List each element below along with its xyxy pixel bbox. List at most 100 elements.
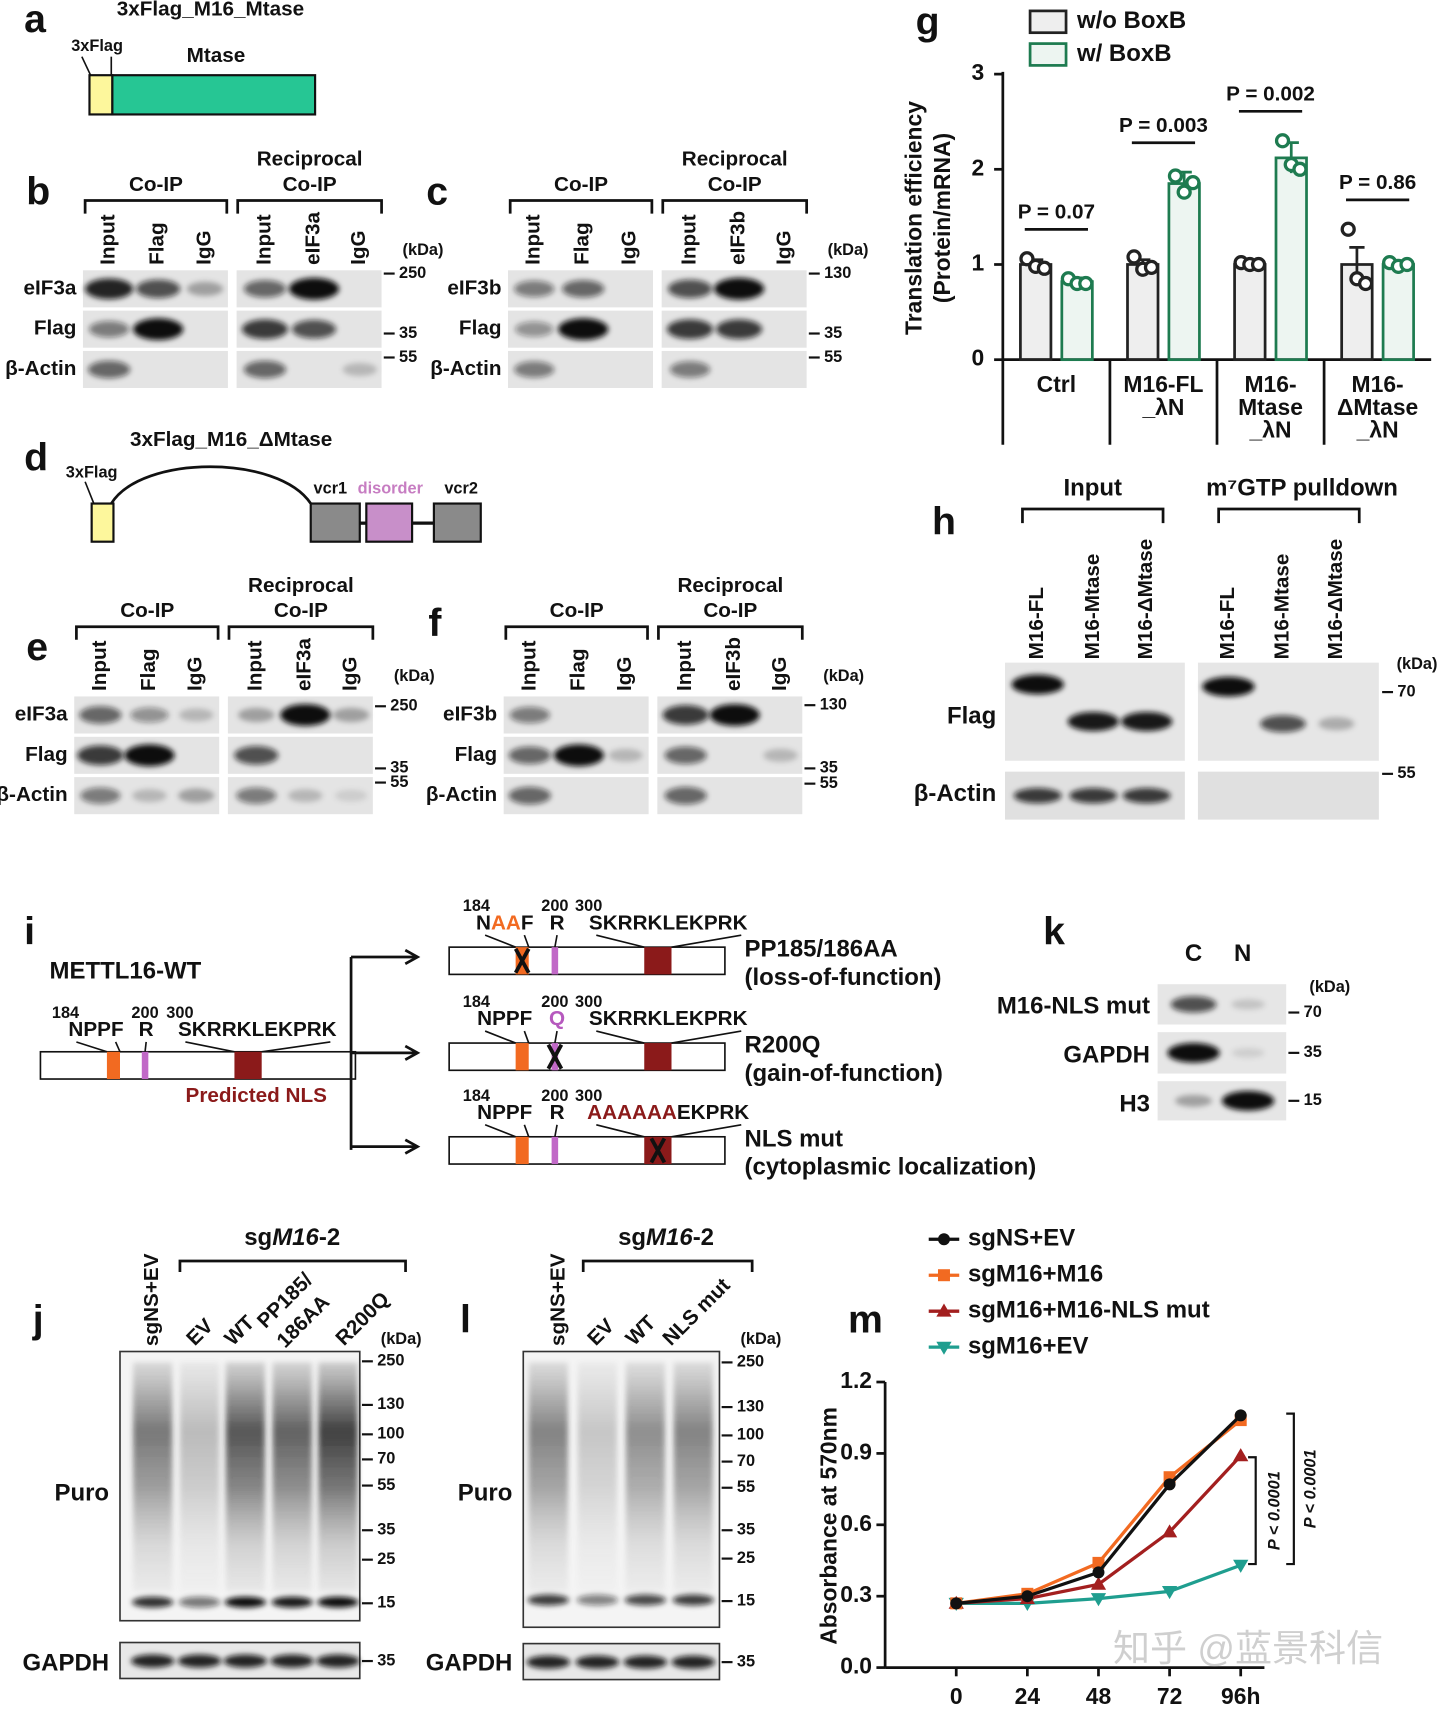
protein-domain xyxy=(234,1051,262,1080)
x-tick-label: _λN xyxy=(1141,394,1184,420)
band xyxy=(234,746,279,765)
mutant-name: NLS mut xyxy=(745,1125,844,1152)
marker-label: 35 xyxy=(377,1521,395,1539)
lane-label: C xyxy=(1185,940,1202,967)
motif-part: EKPRK xyxy=(677,1101,749,1124)
mutant-effect: (loss-of-function) xyxy=(745,964,942,991)
unit-label: (kDa) xyxy=(1397,655,1438,673)
row-label: β-Actin xyxy=(426,783,497,806)
band xyxy=(508,786,551,805)
bar xyxy=(1060,280,1094,362)
p-value: P = 0.86 xyxy=(1339,171,1416,194)
data-point xyxy=(1090,1593,1107,1607)
band xyxy=(80,787,121,804)
line xyxy=(523,934,530,948)
x-tick-label: M16- xyxy=(1244,371,1296,397)
group-label-part: -2 xyxy=(319,1225,340,1252)
motif-part: NPPF xyxy=(68,1019,123,1042)
marker-label: 100 xyxy=(377,1425,404,1443)
lane-label: eIF3b xyxy=(722,637,745,691)
vcr2-domain xyxy=(432,502,482,543)
band xyxy=(662,705,709,725)
y-tick-label: 0.0 xyxy=(840,1653,872,1679)
marker-label: 15 xyxy=(1304,1091,1322,1109)
band xyxy=(177,1654,222,1668)
group-label: Co-IP xyxy=(120,599,174,622)
bracket xyxy=(1021,507,1165,524)
unit-label: (kDa) xyxy=(740,1330,781,1348)
residue-position: 200 xyxy=(541,1087,568,1105)
group-label: Co-IP xyxy=(283,173,337,196)
residue-position: 200 xyxy=(541,993,568,1011)
line xyxy=(484,1030,516,1044)
unit-label: (kDa) xyxy=(403,241,444,259)
band xyxy=(508,746,551,765)
y-tick-label: 1.2 xyxy=(840,1367,872,1393)
band xyxy=(270,1654,315,1668)
lane-smear xyxy=(179,1362,220,1592)
marker-label: 100 xyxy=(737,1426,764,1444)
motif-part: SKRRKLEKPRK xyxy=(589,912,748,935)
motif: NPPF xyxy=(477,1008,532,1031)
lane-smear xyxy=(673,1362,713,1592)
y-axis-label: Translation efficiency xyxy=(901,101,927,335)
legend-label: sgM16+M16-NLS mut xyxy=(968,1297,1210,1324)
line xyxy=(185,1041,235,1053)
band xyxy=(271,1596,313,1608)
protein-domain xyxy=(644,947,672,975)
band xyxy=(558,318,609,341)
group-label-part: sg xyxy=(244,1225,272,1252)
residue-position: 300 xyxy=(166,1004,193,1022)
bar xyxy=(1233,263,1267,362)
marker-label: 55 xyxy=(820,774,838,792)
lane-label: Flag xyxy=(571,222,594,265)
y-axis-label: Absorbance at 570nm xyxy=(816,1407,842,1645)
row-label: Flag xyxy=(459,317,502,340)
p-value: P = 0.002 xyxy=(1226,82,1315,105)
bracket xyxy=(504,625,649,640)
marker-label: 70 xyxy=(1304,1003,1322,1021)
band xyxy=(1175,1094,1213,1107)
band xyxy=(608,748,643,762)
band xyxy=(1221,1091,1275,1111)
line xyxy=(84,481,95,504)
row-label: eIF3a xyxy=(15,702,68,725)
bracket xyxy=(178,1259,407,1272)
x-tick-label: 72 xyxy=(1157,1683,1182,1709)
band xyxy=(671,1655,716,1669)
y-tick-label: 1 xyxy=(972,250,985,276)
marker-label: 35 xyxy=(824,324,842,342)
lane-label: IgG xyxy=(613,657,636,691)
band xyxy=(288,789,323,803)
legend-marker xyxy=(936,1303,952,1317)
legend-swatch xyxy=(1028,42,1068,67)
band xyxy=(1069,788,1118,804)
tag-label: 3xFlag xyxy=(66,463,118,481)
bar xyxy=(1274,156,1308,362)
lane-label: M16-FL xyxy=(1025,587,1048,659)
band xyxy=(672,1594,715,1606)
panel-label: g xyxy=(916,0,940,43)
construct-title: 3xFlag_M16_ΔMtase xyxy=(130,428,332,451)
protein-domain xyxy=(551,947,559,975)
data-point xyxy=(1163,1478,1176,1491)
row-label: Puro xyxy=(458,1480,513,1507)
group-label-part: sg xyxy=(618,1225,646,1252)
row-label: eIF3b xyxy=(447,276,501,299)
lane-smear xyxy=(625,1362,665,1592)
group-label: sgM16-2 xyxy=(618,1225,714,1252)
p-value: P < 0.0001 xyxy=(1266,1471,1284,1550)
y-tick-label: 2 xyxy=(972,154,985,180)
bar xyxy=(1381,263,1415,362)
lane-label: M16-ΔMtase xyxy=(1134,539,1157,660)
data-point xyxy=(1092,1566,1105,1579)
lane-label: WT xyxy=(621,1311,660,1350)
group-label: Reciprocal xyxy=(248,574,354,597)
row-label: eIF3b xyxy=(443,702,497,725)
motif-part: AAAAAA xyxy=(587,1101,677,1124)
mutation-mark xyxy=(649,1137,667,1164)
legend-marker xyxy=(936,1341,952,1355)
line xyxy=(671,1030,742,1044)
band xyxy=(136,279,181,299)
band xyxy=(87,360,131,379)
